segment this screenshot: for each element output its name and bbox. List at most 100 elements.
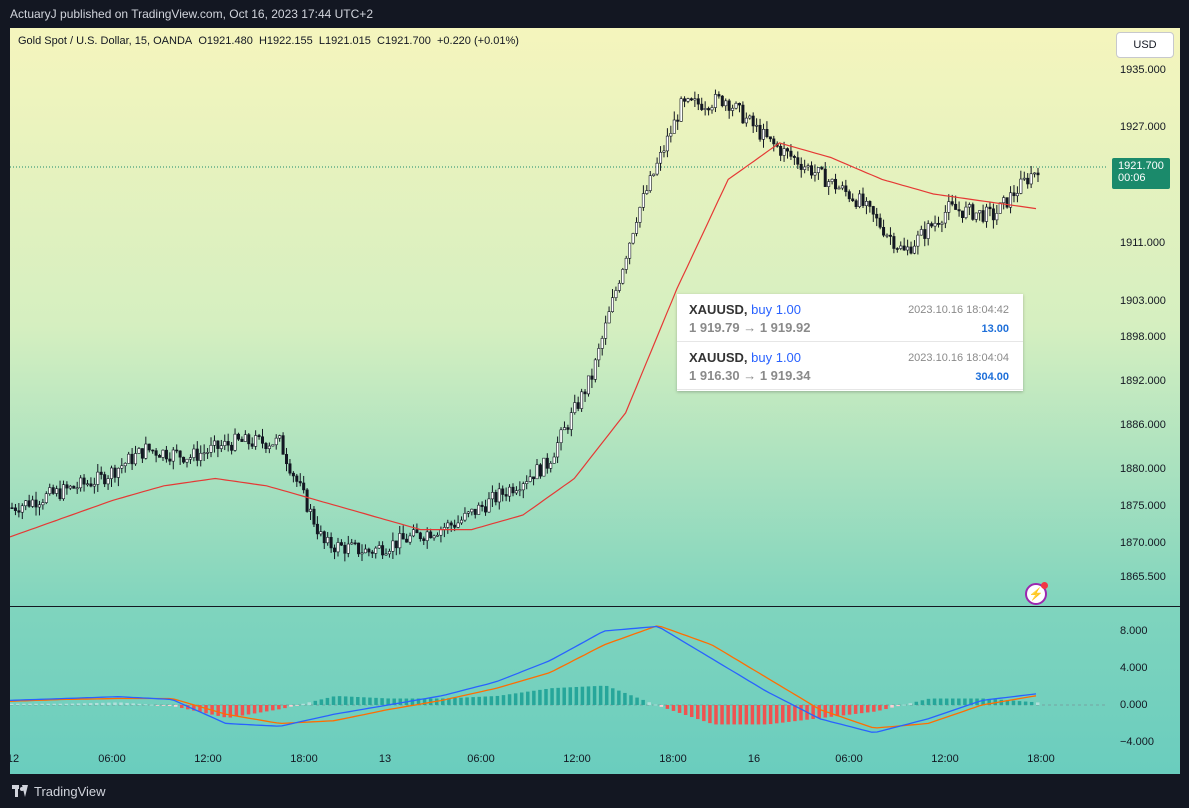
candle-body <box>511 486 515 494</box>
histogram-bar <box>380 698 384 705</box>
candle-body <box>140 448 144 459</box>
histogram-bar <box>1036 702 1040 705</box>
histogram-bar <box>198 705 202 712</box>
histogram-bar <box>167 705 172 706</box>
trade-time: 2023.10.16 18:04:04 <box>908 352 1009 364</box>
candle-body <box>326 537 330 544</box>
histogram-bar <box>689 705 694 718</box>
trade-row[interactable]: XAUUSD, buy 1.00 2023.10.16 18:04:42 1 9… <box>677 294 1023 342</box>
histogram-bar <box>40 703 44 705</box>
histogram-bar <box>544 688 548 705</box>
trade-row[interactable]: XAUUSD, buy 1.00 2023.10.16 18:04:04 1 9… <box>677 342 1023 390</box>
candle-body <box>13 507 17 511</box>
trade-symbol: XAUUSD, <box>689 302 748 317</box>
candle-body <box>154 450 158 456</box>
histogram-bar <box>932 698 937 705</box>
currency-button[interactable]: USD <box>1116 32 1174 58</box>
price-tick: 1898.000 <box>1120 331 1166 343</box>
price-tick: 1927.000 <box>1120 121 1166 133</box>
histogram-bar <box>708 705 712 724</box>
candle-body <box>597 348 601 361</box>
candle-body <box>271 444 275 447</box>
candle-body <box>861 193 865 206</box>
histogram-bar <box>64 703 69 705</box>
candle-body <box>171 449 175 462</box>
indicator-tick: 8.000 <box>1120 625 1148 637</box>
candle-body <box>765 129 769 138</box>
histogram-bar <box>349 696 354 705</box>
candle-body <box>285 454 289 465</box>
time-tick: 13 <box>378 753 392 765</box>
histogram-bar <box>799 705 803 721</box>
candle-body <box>44 493 48 503</box>
histogram-bar <box>902 704 906 706</box>
candle-body <box>947 201 951 213</box>
candle-body <box>744 117 748 124</box>
candle-body <box>823 168 827 187</box>
candle-body <box>58 488 62 500</box>
candle-body <box>288 463 292 474</box>
candle-body <box>659 152 663 164</box>
histogram-bar <box>853 705 858 714</box>
candle-body <box>134 453 138 465</box>
candle-body <box>813 172 817 176</box>
pane-divider[interactable] <box>10 606 1180 607</box>
flash-icon[interactable]: ⚡ <box>1025 582 1048 605</box>
histogram-bar <box>441 698 445 705</box>
candle-body <box>875 213 879 219</box>
candle-body <box>151 449 155 452</box>
histogram-bar <box>398 698 403 705</box>
histogram-bar <box>592 686 597 705</box>
candle-body <box>1022 177 1026 180</box>
candle-body <box>168 458 172 462</box>
time-tick: 12 <box>10 753 20 765</box>
last-price-label: 1921.700 00:06 <box>1112 158 1170 189</box>
candle-body <box>384 553 388 556</box>
histogram-bar <box>264 705 269 712</box>
candle-body <box>106 478 110 485</box>
candle-body <box>635 222 639 234</box>
histogram-bar <box>999 699 1004 705</box>
candle-body <box>394 540 398 549</box>
macd-pane[interactable] <box>10 607 1106 747</box>
candle-body <box>803 166 807 170</box>
price-pane[interactable] <box>10 28 1106 606</box>
indicator-tick: 4.000 <box>1120 662 1148 674</box>
histogram-bar <box>10 703 14 705</box>
time-axis[interactable]: 12 06:00 12:00 18:00 13 06:00 12:00 18:0… <box>10 747 1106 774</box>
chart-frame[interactable]: Gold Spot / U.S. Dollar, 15, OANDA O1921… <box>10 28 1180 774</box>
histogram-bar <box>847 705 852 715</box>
candle-body <box>885 234 889 237</box>
price-tick: 1875.000 <box>1120 500 1166 512</box>
candle-body <box>82 477 86 485</box>
candle-body <box>700 103 704 110</box>
histogram-bar <box>641 699 645 705</box>
candle-body <box>298 481 302 484</box>
candle-body <box>679 98 683 122</box>
candle-body <box>528 476 532 482</box>
price-axis[interactable]: 1935.000 1927.000 1911.000 1903.000 1898… <box>1106 28 1180 606</box>
candle-body <box>985 206 989 222</box>
histogram-bar <box>702 705 706 722</box>
candle-body <box>10 507 14 509</box>
candle-body <box>981 210 985 222</box>
candle-body <box>792 156 796 158</box>
time-tick: 06:00 <box>467 753 495 765</box>
candle-body <box>961 210 965 218</box>
candle-body <box>206 452 210 454</box>
candle-body <box>41 502 45 506</box>
candle-body <box>737 102 741 106</box>
indicator-axis[interactable]: 8.000 4.000 0.000 −4.000 <box>1106 607 1180 748</box>
candle-body <box>470 508 474 513</box>
indicator-tick: −4.000 <box>1120 736 1154 748</box>
candle-body <box>525 481 529 484</box>
candle-body <box>68 485 72 489</box>
histogram-bar <box>532 690 536 705</box>
candle-body <box>840 185 844 189</box>
candle-body <box>936 222 940 225</box>
candle-body <box>497 488 501 503</box>
histogram-bar <box>787 705 791 722</box>
candle-body <box>796 157 800 165</box>
candle-body <box>446 522 450 528</box>
candle-body <box>281 435 285 455</box>
